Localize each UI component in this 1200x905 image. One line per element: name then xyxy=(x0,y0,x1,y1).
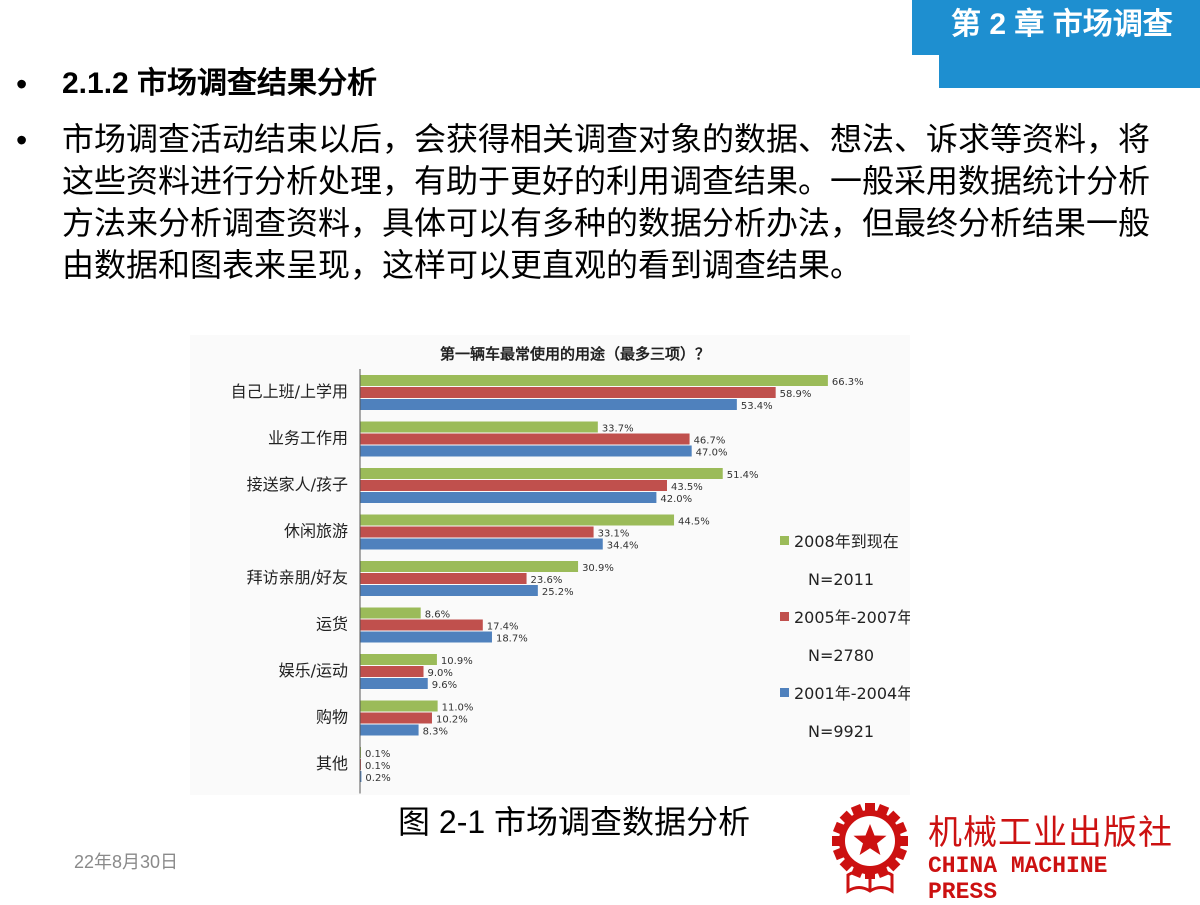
legend-sample-size: N=9921 xyxy=(808,722,874,741)
bar xyxy=(360,480,667,491)
bar xyxy=(360,654,437,665)
data-label: 53.4% xyxy=(741,401,773,412)
data-label: 66.3% xyxy=(832,377,864,388)
bar xyxy=(360,607,421,619)
figure-caption: 图 2-1 市场调查数据分析 xyxy=(398,804,751,840)
data-label: 33.7% xyxy=(602,424,634,435)
data-label: 9.6% xyxy=(432,680,457,691)
category-label: 接送家人/孩子 xyxy=(247,475,348,494)
bar xyxy=(360,724,419,736)
category-label: 自己上班/上学用 xyxy=(231,382,348,401)
category-label: 休闲旅游 xyxy=(284,522,348,541)
data-label: 0.1% xyxy=(365,761,390,772)
category-label: 业务工作用 xyxy=(268,429,348,448)
data-label: 58.9% xyxy=(780,389,812,400)
bullet-heading: • 2.1.2 市场调查结果分析 xyxy=(14,62,1164,106)
legend-swatch xyxy=(780,536,789,545)
data-label: 17.4% xyxy=(487,622,519,633)
publisher-name-en: CHINA MACHINE PRESS xyxy=(928,853,1108,905)
bar xyxy=(360,538,603,550)
legend-sample-size: N=2011 xyxy=(808,570,874,589)
publisher-logo: 机械工业出版社 CHINA MACHINE PRESS xyxy=(820,795,1190,905)
legend-swatch xyxy=(780,612,789,621)
bar xyxy=(360,468,723,479)
data-label: 34.4% xyxy=(607,541,639,552)
bar xyxy=(360,561,579,572)
bar xyxy=(360,619,483,631)
data-label: 10.2% xyxy=(436,715,468,726)
bar-chart-svg: 第一辆车最常使用的用途（最多三项）？ 自己上班/上学用 66.3% 58.9% 53.4… xyxy=(231,345,910,794)
data-label: 11.0% xyxy=(442,703,474,714)
bar xyxy=(360,514,675,526)
bar xyxy=(360,375,828,386)
data-label: 51.4% xyxy=(727,470,759,481)
gear-star-book-icon xyxy=(832,803,908,894)
data-label: 47.0% xyxy=(696,448,728,459)
data-label: 18.7% xyxy=(496,634,528,645)
section-heading: 2.1.2 市场调查结果分析 xyxy=(62,67,378,100)
bar-chart: 第一辆车最常使用的用途（最多三项）？ 自己上班/上学用 66.3% 58.9% 53.4… xyxy=(190,335,910,795)
bullet-dot-icon: • xyxy=(16,122,28,158)
data-label: 25.2% xyxy=(542,587,574,598)
data-label: 44.5% xyxy=(678,517,710,528)
legend-swatch xyxy=(780,688,789,697)
bar xyxy=(360,421,598,433)
body-paragraph: 市场调查活动结束以后，会获得相关调查对象的数据、想法、诉求等资料，将这些资料进行… xyxy=(62,121,1151,283)
publisher-name-cn: 机械工业出版社 xyxy=(928,813,1173,853)
chapter-tag: 第 2 章 市场调查 xyxy=(912,0,1200,88)
category-label: 购物 xyxy=(316,708,348,727)
category-label: 运货 xyxy=(316,615,348,634)
bar xyxy=(360,712,432,724)
data-label: 42.0% xyxy=(660,494,692,505)
legend-label: 2008年到现在 xyxy=(794,532,899,551)
category-label: 拜访亲朋/好友 xyxy=(247,568,348,587)
data-label: 30.9% xyxy=(582,563,614,574)
data-label: 33.1% xyxy=(598,529,630,540)
bar xyxy=(360,387,776,398)
data-label: 0.1% xyxy=(365,749,390,760)
bar xyxy=(360,771,362,782)
bar xyxy=(360,492,657,503)
data-label: 10.9% xyxy=(441,656,473,667)
bullet-dot-icon: • xyxy=(16,66,28,102)
category-label: 娱乐/运动 xyxy=(279,661,348,680)
bar xyxy=(360,700,438,712)
bar xyxy=(360,666,424,677)
chart-title: 第一辆车最常使用的用途（最多三项）？ xyxy=(440,345,710,363)
bullet-paragraph: • 市场调查活动结束以后，会获得相关调查对象的数据、想法、诉求等资料，将这些资料… xyxy=(14,118,1164,286)
data-label: 0.2% xyxy=(365,773,390,784)
bar xyxy=(360,526,594,538)
data-label: 8.3% xyxy=(423,727,448,738)
footer-date: 22年8月30日 xyxy=(74,852,179,872)
bar xyxy=(360,399,737,410)
bar xyxy=(360,433,690,445)
bar xyxy=(360,445,692,457)
data-label: 8.6% xyxy=(425,610,450,621)
data-label: 9.0% xyxy=(428,668,453,679)
chapter-title: 第 2 章 市场调查 xyxy=(951,8,1173,41)
category-label: 其他 xyxy=(316,754,348,773)
bar xyxy=(360,678,428,689)
legend-sample-size: N=2780 xyxy=(808,646,874,665)
data-label: 23.6% xyxy=(531,575,563,586)
bar xyxy=(360,631,492,643)
data-label: 43.5% xyxy=(671,482,703,493)
legend-label: 2005年-2007年 xyxy=(794,608,910,627)
data-label: 46.7% xyxy=(694,436,726,447)
bar xyxy=(360,585,538,596)
bar xyxy=(360,573,527,584)
legend-label: 2001年-2004年 xyxy=(794,684,910,703)
bullet-list: • 2.1.2 市场调查结果分析 • 市场调查活动结束以后，会获得相关调查对象的… xyxy=(14,62,1164,286)
